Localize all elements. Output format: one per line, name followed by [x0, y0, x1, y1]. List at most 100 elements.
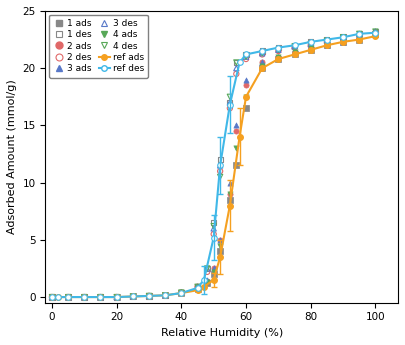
- Point: [243, 52, 249, 57]
- Point: [243, 56, 249, 62]
- Point: [113, 294, 120, 300]
- Point: [204, 266, 211, 271]
- Point: [275, 54, 281, 59]
- Point: [243, 94, 249, 100]
- Point: [307, 45, 314, 50]
- Point: [65, 294, 71, 300]
- Point: [81, 294, 87, 300]
- Point: [211, 277, 217, 283]
- Legend: 1 ads, 1 des, 2 ads, 2 des, 3 ads, 3 des, 4 ads, 4 des, ref ads, ref des: 1 ads, 1 des, 2 ads, 2 des, 3 ads, 3 des…: [49, 14, 148, 78]
- Point: [356, 37, 362, 42]
- Point: [146, 293, 152, 299]
- Point: [97, 294, 104, 300]
- Point: [275, 54, 281, 59]
- Point: [49, 294, 55, 300]
- Point: [146, 293, 152, 299]
- X-axis label: Relative Humidity (%): Relative Humidity (%): [161, 328, 283, 338]
- Point: [49, 294, 55, 300]
- Point: [356, 37, 362, 42]
- Point: [259, 66, 265, 71]
- Point: [233, 146, 240, 151]
- Point: [324, 39, 330, 45]
- Point: [201, 277, 207, 283]
- Point: [65, 294, 71, 300]
- Point: [324, 38, 330, 43]
- Point: [113, 294, 120, 300]
- Point: [275, 56, 281, 62]
- Point: [97, 294, 104, 300]
- Point: [113, 294, 120, 300]
- Point: [291, 52, 298, 57]
- Point: [178, 290, 185, 296]
- Point: [227, 106, 233, 111]
- Point: [194, 284, 201, 289]
- Point: [65, 294, 71, 300]
- Point: [259, 48, 265, 54]
- Point: [259, 50, 265, 56]
- Point: [49, 294, 55, 300]
- Point: [49, 294, 55, 300]
- Point: [217, 237, 224, 243]
- Point: [162, 293, 168, 298]
- Point: [194, 287, 201, 293]
- Point: [259, 52, 265, 57]
- Point: [340, 39, 346, 45]
- Point: [259, 63, 265, 69]
- Point: [291, 42, 298, 48]
- Point: [204, 280, 211, 286]
- Point: [243, 52, 249, 57]
- Point: [291, 44, 298, 49]
- Point: [162, 293, 168, 298]
- Point: [113, 294, 120, 300]
- Point: [340, 39, 346, 45]
- Point: [65, 294, 71, 300]
- Point: [178, 290, 185, 295]
- Point: [227, 191, 233, 197]
- Point: [307, 47, 314, 53]
- Point: [81, 294, 87, 300]
- Point: [227, 102, 233, 108]
- Point: [340, 36, 346, 41]
- Point: [49, 294, 55, 300]
- Point: [243, 54, 249, 59]
- Point: [65, 294, 71, 300]
- Point: [307, 39, 314, 45]
- Point: [324, 38, 330, 43]
- Point: [233, 66, 240, 71]
- Point: [372, 31, 379, 37]
- Point: [97, 294, 104, 300]
- Point: [130, 294, 136, 299]
- Point: [146, 293, 152, 299]
- Point: [162, 293, 168, 298]
- Point: [81, 294, 87, 300]
- Point: [97, 294, 104, 300]
- Point: [275, 45, 281, 50]
- Point: [291, 52, 298, 57]
- Point: [259, 48, 265, 54]
- Point: [356, 36, 362, 41]
- Point: [340, 39, 346, 45]
- Point: [65, 294, 71, 300]
- Point: [194, 285, 201, 290]
- Point: [324, 42, 330, 48]
- Point: [372, 31, 379, 37]
- Point: [307, 41, 314, 47]
- Point: [211, 266, 217, 271]
- Point: [162, 293, 168, 298]
- Point: [324, 42, 330, 48]
- Point: [356, 36, 362, 41]
- Point: [194, 284, 201, 289]
- Point: [130, 294, 136, 299]
- Point: [211, 266, 217, 271]
- Point: [275, 47, 281, 53]
- Point: [49, 294, 55, 300]
- Point: [275, 47, 281, 53]
- Point: [194, 284, 201, 289]
- Point: [162, 293, 168, 298]
- Point: [340, 34, 346, 40]
- Point: [204, 279, 211, 285]
- Point: [324, 42, 330, 48]
- Point: [233, 60, 240, 65]
- Point: [97, 294, 104, 300]
- Point: [307, 41, 314, 47]
